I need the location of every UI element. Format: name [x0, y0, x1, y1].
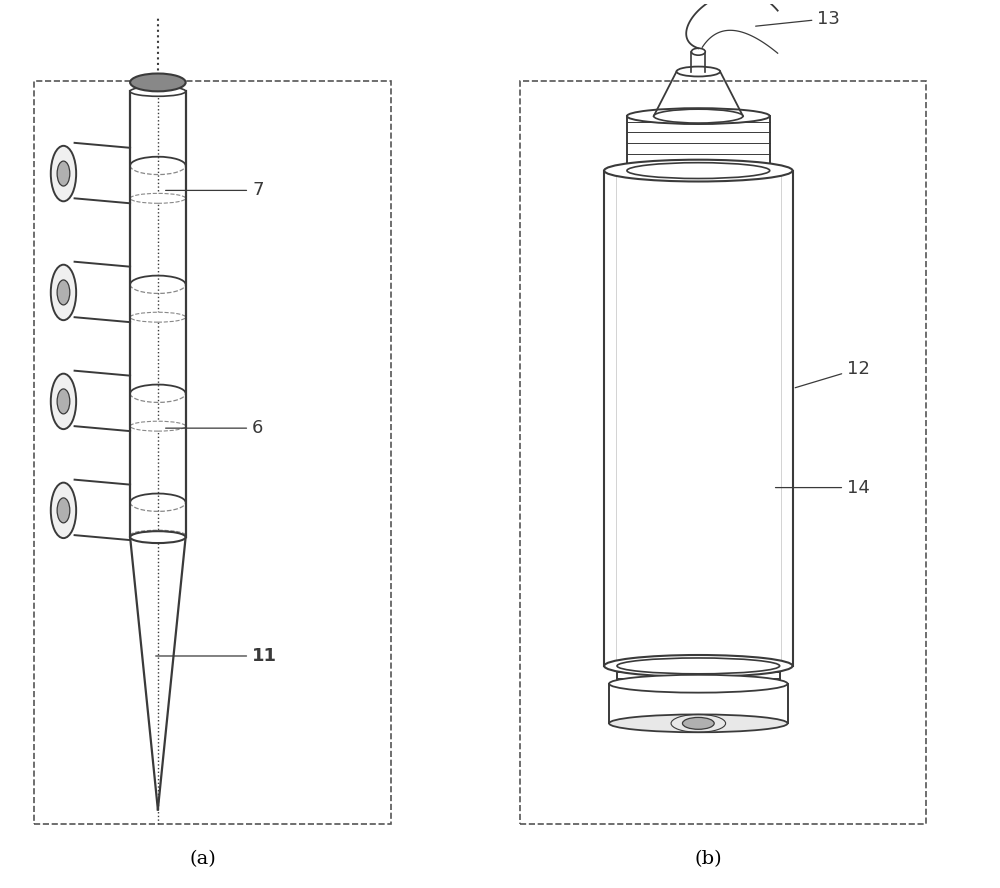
- Ellipse shape: [617, 676, 780, 692]
- Ellipse shape: [57, 161, 70, 186]
- Ellipse shape: [130, 313, 186, 322]
- Ellipse shape: [130, 530, 186, 540]
- Text: 14: 14: [775, 479, 870, 496]
- Ellipse shape: [57, 498, 70, 523]
- Bar: [520, 82, 926, 824]
- Ellipse shape: [130, 531, 186, 543]
- Text: 11: 11: [156, 647, 277, 665]
- Text: 13: 13: [756, 10, 840, 28]
- Text: 7: 7: [166, 181, 264, 200]
- Text: 6: 6: [166, 419, 263, 437]
- Bar: [34, 82, 391, 824]
- Ellipse shape: [691, 48, 705, 55]
- Ellipse shape: [51, 265, 76, 321]
- Ellipse shape: [130, 74, 186, 91]
- Text: 4: 4: [0, 887, 1, 888]
- Ellipse shape: [627, 108, 770, 124]
- Text: (b): (b): [694, 850, 722, 868]
- Ellipse shape: [51, 374, 76, 429]
- Ellipse shape: [609, 715, 788, 733]
- Text: 12: 12: [795, 360, 870, 388]
- Ellipse shape: [609, 675, 788, 693]
- Ellipse shape: [604, 160, 793, 181]
- Text: (a): (a): [189, 850, 216, 868]
- Ellipse shape: [57, 280, 70, 305]
- Ellipse shape: [130, 194, 186, 203]
- Ellipse shape: [57, 389, 70, 414]
- Ellipse shape: [51, 483, 76, 538]
- Ellipse shape: [130, 421, 186, 431]
- Ellipse shape: [51, 146, 76, 202]
- Ellipse shape: [677, 67, 720, 76]
- Ellipse shape: [654, 109, 743, 123]
- Ellipse shape: [604, 655, 793, 677]
- Ellipse shape: [130, 86, 186, 96]
- Ellipse shape: [617, 658, 780, 674]
- Ellipse shape: [627, 163, 770, 178]
- Ellipse shape: [682, 718, 714, 729]
